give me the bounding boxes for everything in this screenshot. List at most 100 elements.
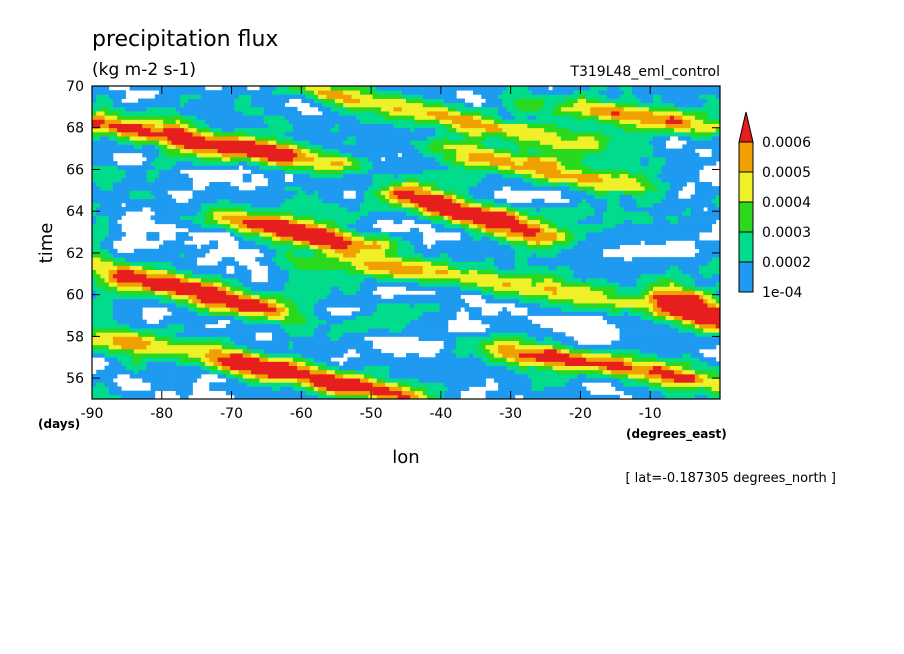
heatmap-cell: [309, 311, 315, 316]
heatmap-cell: [334, 298, 340, 304]
heatmap-cell: [586, 261, 591, 266]
heatmap-cell: [493, 394, 499, 399]
heatmap-cell: [493, 340, 499, 346]
heatmap-cell: [640, 340, 646, 346]
heatmap-cell: [376, 369, 382, 375]
heatmap-cell: [284, 353, 290, 358]
heatmap-cell: [686, 348, 692, 354]
heatmap-cell: [673, 394, 679, 399]
heatmap-cell: [527, 378, 532, 383]
heatmap-cell: [154, 357, 160, 362]
heatmap-cell: [104, 269, 110, 275]
heatmap-cell: [347, 282, 352, 287]
heatmap-cell: [640, 269, 646, 275]
heatmap-cell: [272, 357, 277, 362]
heatmap-cell: [234, 323, 239, 329]
heatmap-cell: [96, 298, 101, 304]
heatmap-cell: [355, 269, 361, 275]
heatmap-cell: [309, 361, 315, 367]
heatmap-cell: [129, 394, 135, 399]
heatmap-cell: [217, 336, 223, 341]
heatmap-cell: [556, 332, 562, 337]
heatmap-cell: [535, 298, 541, 304]
heatmap-cell: [125, 303, 131, 308]
heatmap-cell: [682, 303, 687, 308]
heatmap-cell: [322, 353, 327, 358]
heatmap-cell: [112, 282, 118, 287]
heatmap-cell: [297, 286, 302, 291]
heatmap-cell: [267, 365, 273, 371]
heatmap-cell: [376, 248, 382, 254]
heatmap-cell: [326, 277, 332, 283]
heatmap-cell: [221, 328, 227, 333]
heatmap-cell: [108, 344, 114, 350]
heatmap-cell: [230, 390, 235, 396]
heatmap-cell: [682, 315, 687, 321]
heatmap-cell: [376, 390, 382, 396]
heatmap-cell: [548, 273, 553, 279]
heatmap-cell: [108, 248, 114, 254]
heatmap-cell: [326, 378, 332, 383]
heatmap-cell: [711, 340, 717, 346]
heatmap-cell: [489, 332, 495, 337]
heatmap-cell: [355, 361, 361, 367]
heatmap-cell: [230, 286, 235, 291]
heatmap-cell: [288, 294, 294, 300]
heatmap-cell: [138, 328, 143, 333]
heatmap-cell: [343, 332, 348, 337]
heatmap-cell: [230, 344, 235, 350]
heatmap-cell: [117, 332, 122, 337]
heatmap-cell: [544, 248, 549, 254]
heatmap-cell: [259, 382, 265, 387]
heatmap-cell: [267, 353, 273, 358]
heatmap-cell: [707, 277, 713, 283]
heatmap-cell: [481, 332, 486, 337]
heatmap-cell: [519, 373, 524, 379]
heatmap-cell: [330, 332, 336, 337]
heatmap-cell: [158, 353, 164, 358]
heatmap-cell: [636, 277, 641, 283]
heatmap-cell: [699, 357, 704, 362]
heatmap-cell: [259, 344, 265, 350]
heatmap-cell: [393, 298, 399, 304]
heatmap-cell: [192, 290, 198, 296]
heatmap-cell: [322, 294, 327, 300]
heatmap-cell: [690, 357, 696, 362]
heatmap-cell: [615, 265, 620, 271]
heatmap-cell: [175, 336, 181, 341]
heatmap-cell: [594, 290, 599, 296]
heatmap-cell: [640, 294, 646, 300]
heatmap-cell: [406, 353, 411, 358]
heatmap-cell: [221, 373, 227, 379]
heatmap-cell: [456, 286, 461, 291]
heatmap-cell: [519, 378, 524, 383]
heatmap-cell: [246, 328, 252, 333]
heatmap-cell: [100, 277, 105, 283]
heatmap-cell: [485, 394, 491, 399]
heatmap-cell: [586, 311, 591, 316]
heatmap-cell: [238, 290, 244, 296]
heatmap-cell: [694, 286, 700, 291]
heatmap-cell: [112, 369, 118, 375]
heatmap-cell: [703, 369, 708, 375]
heatmap-cell: [284, 394, 290, 399]
heatmap-cell: [179, 265, 185, 271]
heatmap-cell: [92, 307, 97, 312]
heatmap-cell: [406, 265, 411, 271]
heatmap-cell: [686, 382, 692, 387]
heatmap-cell: [615, 294, 620, 300]
heatmap-cell: [179, 361, 185, 367]
heatmap-cell: [301, 273, 306, 279]
heatmap-cell: [259, 282, 265, 287]
heatmap-cell: [150, 378, 156, 383]
heatmap-cell: [632, 286, 637, 291]
heatmap-cell: [464, 248, 470, 254]
heatmap-cell: [288, 307, 294, 312]
heatmap-cell: [422, 319, 428, 325]
heatmap-cell: [590, 348, 595, 354]
heatmap-cell: [171, 240, 177, 245]
heatmap-cell: [648, 294, 654, 300]
heatmap-cell: [351, 311, 357, 316]
heatmap-cell: [108, 340, 114, 346]
heatmap-cell: [246, 269, 252, 275]
